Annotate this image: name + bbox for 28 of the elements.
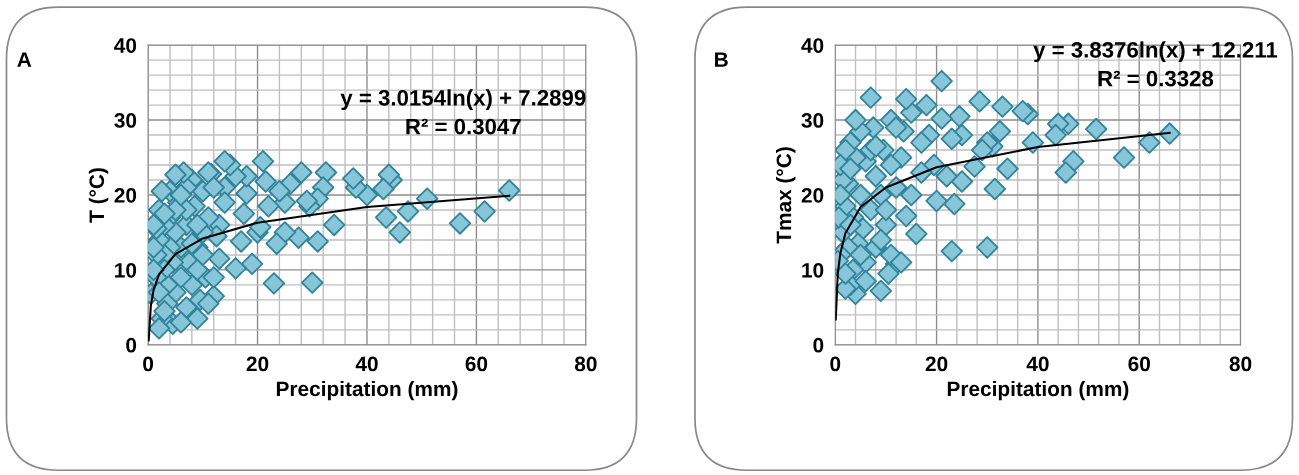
y-tick-label: 20 [801,187,824,203]
y-tick-label: 40 [801,38,824,53]
chart-title: A [17,52,32,67]
x-tick-label: 80 [574,356,597,372]
chart-title: B [715,52,728,67]
y-axis-title: Tmax (°C) [776,147,796,244]
x-tick-label: 80 [1229,356,1252,372]
x-tick-label: 40 [355,356,378,372]
x-tick-label: 0 [830,356,841,372]
y-tick-label: 0 [126,337,137,353]
y-tick-label: 40 [114,38,137,53]
y-tick-label: 0 [813,337,824,353]
x-tick-label: 20 [925,356,948,372]
x-tick-label: 20 [246,356,269,372]
y-tick-label: 10 [115,262,137,278]
x-axis-title: Precipitation (mm) [276,380,458,401]
x-tick-label: 40 [1026,356,1049,372]
y-tick-label: 10 [802,262,824,278]
y-tick-label: 30 [114,113,137,128]
x-axis-title: Precipitation (mm) [947,380,1129,401]
x-tick-label: 60 [1128,356,1150,372]
x-tick-label: 60 [465,356,488,372]
x-tick-label: 0 [143,356,154,372]
annotation: y = 3.0154ln(x) + 7.2899 R² = 0.3047 [340,89,586,135]
y-axis-title: T (°C) [88,168,109,223]
y-tick-label: 30 [801,113,824,128]
y-tick-label: 20 [114,187,137,203]
annotation: y = 3.8376ln(x) + 12.211 R² = 0.3328 [1033,41,1278,87]
